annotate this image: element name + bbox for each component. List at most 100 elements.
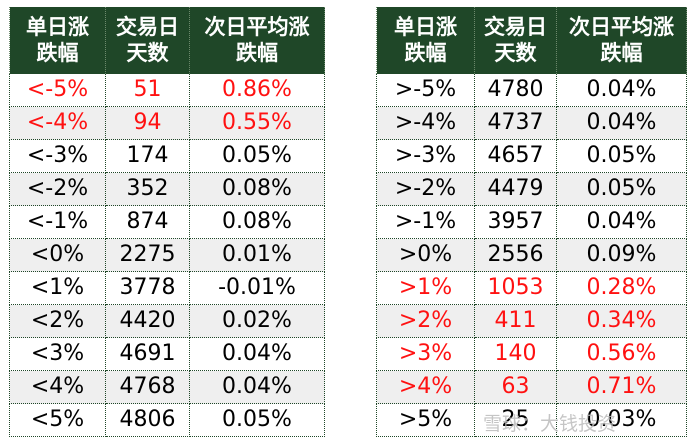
cell-next-day-avg: 0.08%	[189, 205, 325, 239]
table-row: >4% 63 0.71%	[376, 370, 687, 404]
cell-next-day-avg: 0.04%	[556, 106, 687, 140]
table-row: <-5% 51 0.86%	[9, 73, 325, 107]
table-row: <-4% 94 0.55%	[9, 106, 325, 140]
cell-next-day-avg: 0.34%	[556, 304, 687, 338]
header-daily-change: 单日涨 跌幅	[376, 7, 475, 74]
cell-trading-days: 51	[105, 73, 190, 107]
table-row: <-2% 352 0.08%	[9, 172, 325, 206]
cell-trading-days: 4420	[105, 304, 190, 338]
cell-next-day-avg: 0.05%	[556, 139, 687, 173]
cell-next-day-avg: 0.01%	[189, 238, 325, 272]
cell-trading-days: 3957	[474, 205, 557, 239]
cell-daily-change: <-5%	[9, 73, 106, 107]
cell-daily-change: <0%	[9, 238, 106, 272]
cell-trading-days: 4780	[474, 73, 557, 107]
cell-trading-days: 3778	[105, 271, 190, 305]
table-row: >3% 140 0.56%	[376, 337, 687, 371]
table-row: >5% 25 0.03%	[376, 403, 687, 437]
cell-trading-days: 874	[105, 205, 190, 239]
cell-next-day-avg: 0.04%	[189, 370, 325, 404]
cell-daily-change: >-5%	[376, 73, 475, 107]
header-next-day-avg: 次日平均涨 跌幅	[189, 7, 325, 74]
header-daily-change: 单日涨 跌幅	[9, 7, 106, 74]
watermark: 雪球：大钱投资	[483, 413, 617, 435]
table-row: <-3% 174 0.05%	[9, 139, 325, 173]
cell-next-day-avg: 0.03%	[556, 403, 687, 437]
table-row: <1% 3778 -0.01%	[9, 271, 325, 305]
cell-daily-change: <-2%	[9, 172, 106, 206]
cell-trading-days: 4806	[105, 403, 190, 437]
cell-daily-change: >4%	[376, 370, 475, 404]
cell-trading-days: 2556	[474, 238, 557, 272]
table-row: >2% 411 0.34%	[376, 304, 687, 338]
cell-next-day-avg: 0.71%	[556, 370, 687, 404]
cell-trading-days: 4479	[474, 172, 557, 206]
cell-trading-days: 174	[105, 139, 190, 173]
table-row: <3% 4691 0.04%	[9, 337, 325, 371]
cell-daily-change: <2%	[9, 304, 106, 338]
cell-next-day-avg: 0.04%	[556, 205, 687, 239]
cell-daily-change: <5%	[9, 403, 106, 437]
cell-daily-change: >-2%	[376, 172, 475, 206]
table-row: >-2% 4479 0.05%	[376, 172, 687, 206]
cell-trading-days: 94	[105, 106, 190, 140]
cell-daily-change: <-3%	[9, 139, 106, 173]
left-header-row: 单日涨 跌幅 交易日 天数 次日平均涨 跌幅	[9, 7, 325, 74]
cell-next-day-avg: 0.28%	[556, 271, 687, 305]
cell-next-day-avg: 0.05%	[556, 172, 687, 206]
table-row: <2% 4420 0.02%	[9, 304, 325, 338]
table-row: <0% 2275 0.01%	[9, 238, 325, 272]
cell-daily-change: >5%	[376, 403, 475, 437]
cell-trading-days: 4737	[474, 106, 557, 140]
cell-trading-days: 63	[474, 370, 557, 404]
cell-next-day-avg: 0.55%	[189, 106, 325, 140]
table-row: >-4% 4737 0.04%	[376, 106, 687, 140]
left-table-body: <-5% 51 0.86% <-4% 94 0.55% <-3% 174 0.05% <-2% 35…	[9, 73, 325, 437]
table-row: >-1% 3957 0.04%	[376, 205, 687, 239]
cell-trading-days: 140	[474, 337, 557, 371]
cell-next-day-avg: 0.09%	[556, 238, 687, 272]
cell-trading-days: 4691	[105, 337, 190, 371]
cell-daily-change: >2%	[376, 304, 475, 338]
table-row: >-5% 4780 0.04%	[376, 73, 687, 107]
cell-daily-change: >-1%	[376, 205, 475, 239]
cell-trading-days: 4768	[105, 370, 190, 404]
header-trading-days: 交易日 天数	[474, 7, 557, 74]
cell-daily-change: <4%	[9, 370, 106, 404]
cell-next-day-avg: 0.05%	[189, 139, 325, 173]
cell-daily-change: >-3%	[376, 139, 475, 173]
cell-trading-days: 25	[474, 403, 557, 437]
cell-next-day-avg: 0.02%	[189, 304, 325, 338]
header-next-day-avg: 次日平均涨 跌幅	[556, 7, 687, 74]
table-row: >-3% 4657 0.05%	[376, 139, 687, 173]
cell-daily-change: >-4%	[376, 106, 475, 140]
cell-trading-days: 1053	[474, 271, 557, 305]
table-row: <4% 4768 0.04%	[9, 370, 325, 404]
table-row: <-1% 874 0.08%	[9, 205, 325, 239]
table-row: >1% 1053 0.28%	[376, 271, 687, 305]
cell-next-day-avg: 0.56%	[556, 337, 687, 371]
cell-next-day-avg: 0.05%	[189, 403, 325, 437]
left-table: 单日涨 跌幅 交易日 天数 次日平均涨 跌幅 <-5% 51 0.86% <-4% 94 0.5…	[9, 7, 325, 437]
cell-daily-change: <-1%	[9, 205, 106, 239]
cell-trading-days: 352	[105, 172, 190, 206]
cell-daily-change: >0%	[376, 238, 475, 272]
right-table: 单日涨 跌幅 交易日 天数 次日平均涨 跌幅 >-5% 4780 0.04% >-4% 473…	[376, 7, 687, 437]
right-table-body: >-5% 4780 0.04% >-4% 4737 0.04% >-3% 4657 0.05% >…	[376, 73, 687, 437]
cell-next-day-avg: 0.04%	[556, 73, 687, 107]
table-row: <5% 4806 0.05%	[9, 403, 325, 437]
cell-trading-days: 411	[474, 304, 557, 338]
right-header-row: 单日涨 跌幅 交易日 天数 次日平均涨 跌幅	[376, 7, 687, 74]
table-row: >0% 2556 0.09%	[376, 238, 687, 272]
cell-daily-change: >3%	[376, 337, 475, 371]
header-trading-days: 交易日 天数	[105, 7, 190, 74]
cell-daily-change: <3%	[9, 337, 106, 371]
cell-daily-change: <1%	[9, 271, 106, 305]
cell-trading-days: 4657	[474, 139, 557, 173]
cell-next-day-avg: 0.86%	[189, 73, 325, 107]
cell-next-day-avg: 0.08%	[189, 172, 325, 206]
cell-next-day-avg: -0.01%	[189, 271, 325, 305]
cell-daily-change: >1%	[376, 271, 475, 305]
cell-trading-days: 2275	[105, 238, 190, 272]
cell-next-day-avg: 0.04%	[189, 337, 325, 371]
